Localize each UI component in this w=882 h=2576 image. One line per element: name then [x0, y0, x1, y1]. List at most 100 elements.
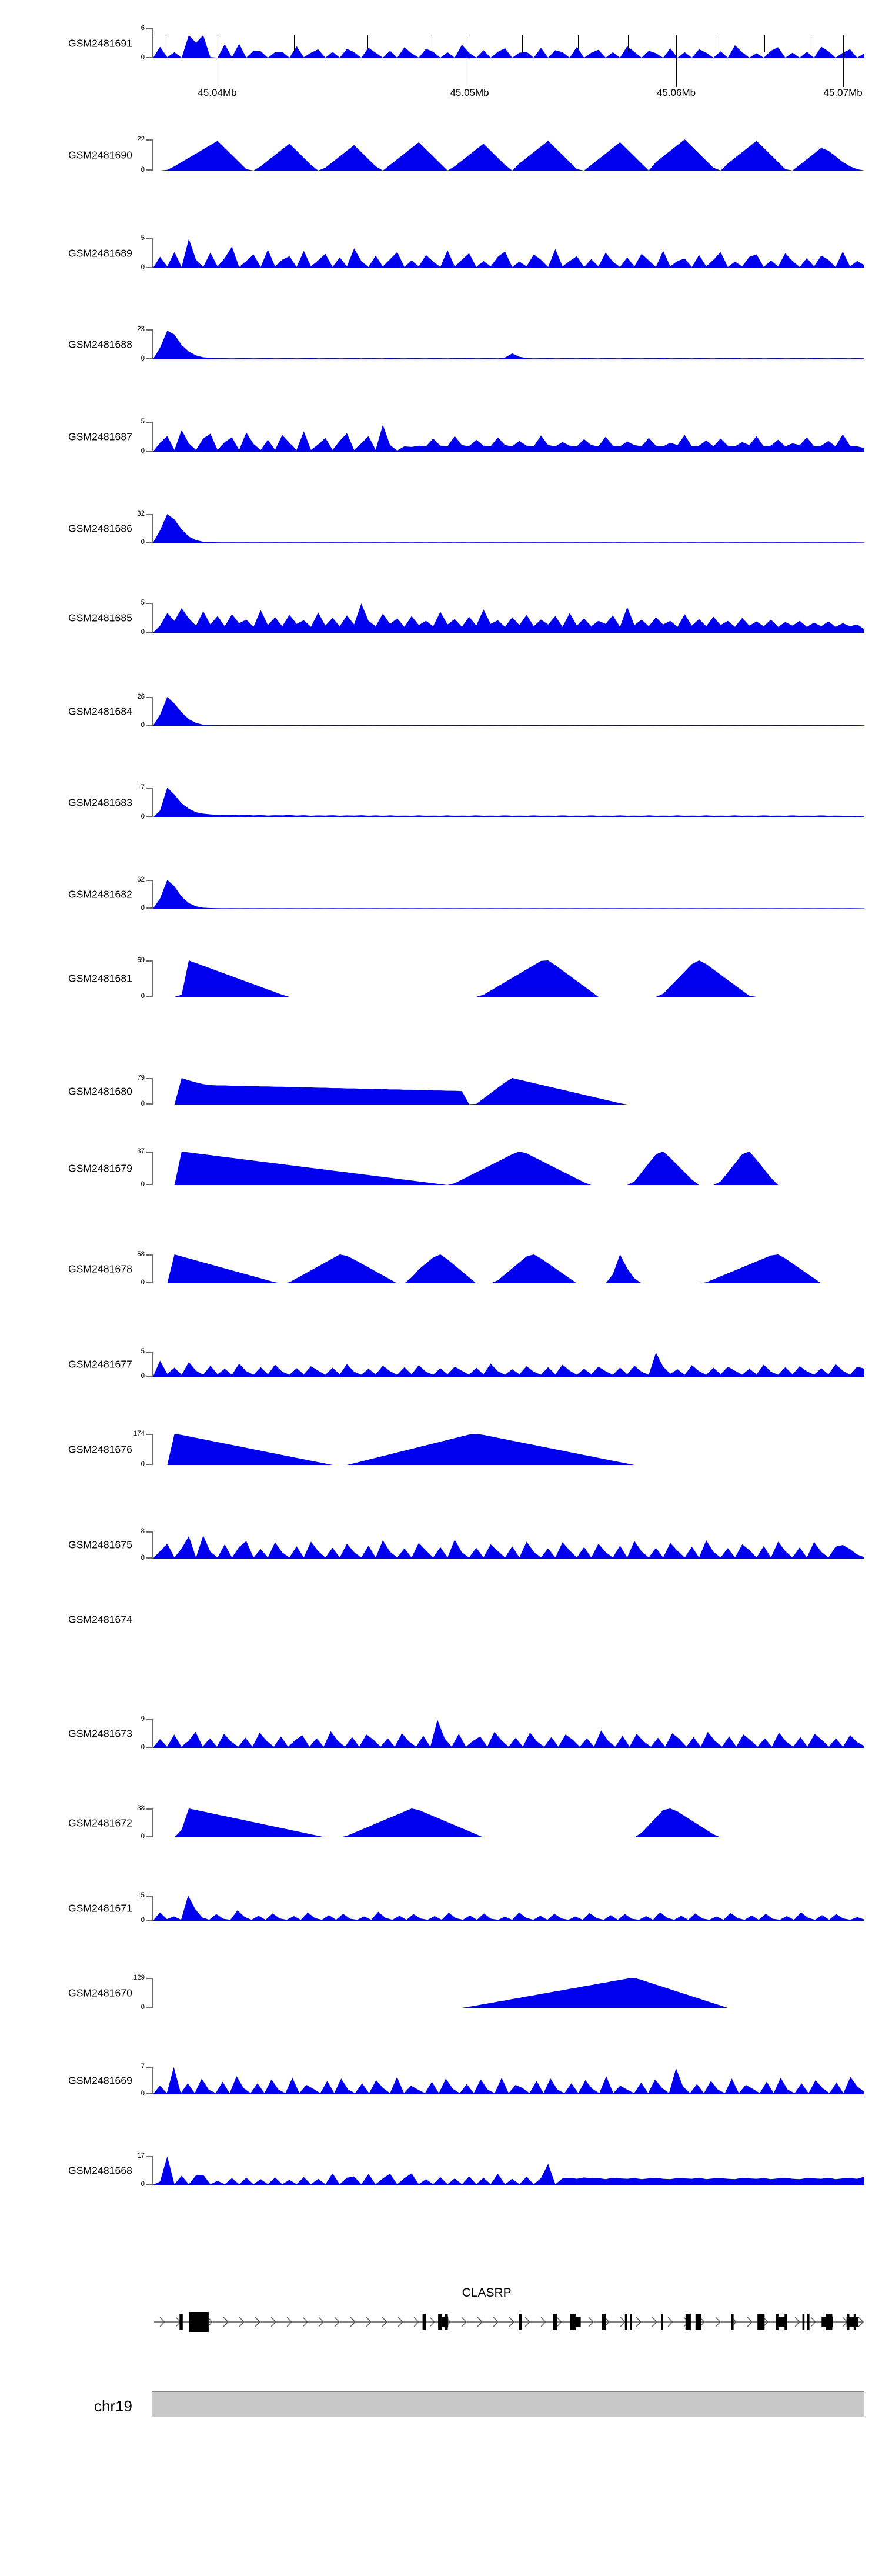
- coverage-track: GSM2481682 62 0: [0, 876, 882, 911]
- axis-tick-label: 45.07Mb: [823, 87, 863, 98]
- y-axis-line: [152, 238, 153, 268]
- y-axis-line: [152, 1434, 153, 1465]
- y-axis-min-label: 0: [141, 1100, 145, 1107]
- track-plot-area: 37 0: [137, 1148, 864, 1187]
- y-axis-max-label: 26: [137, 693, 145, 700]
- y-axis-min-label: 0: [141, 538, 145, 546]
- coverage-wiggle: [153, 1078, 864, 1105]
- axis-tick-label: 45.05Mb: [450, 87, 489, 98]
- coverage-track: GSM2481668 17 0: [0, 2153, 882, 2188]
- y-axis-tick-max: [146, 1352, 153, 1353]
- y-axis-max-label: 17: [137, 2153, 145, 2160]
- y-axis-min-label: 0: [141, 1279, 145, 1286]
- y-axis-line: [152, 603, 153, 633]
- coverage-wiggle: [153, 1535, 864, 1559]
- y-axis-max-label: 6: [141, 25, 145, 32]
- coverage-wiggle: [153, 1434, 864, 1465]
- y-axis-max-label: 7: [141, 2063, 145, 2070]
- y-axis-tick-max: [146, 603, 153, 604]
- y-axis-max-label: 23: [137, 326, 145, 333]
- coverage-wiggle: [153, 1254, 864, 1283]
- axis-minor-tick: [764, 35, 766, 52]
- coverage-wiggle: [153, 1808, 864, 1837]
- y-axis-tick-min: [146, 1920, 153, 1921]
- axis-tick-label: 45.04Mb: [198, 87, 237, 98]
- y-axis-tick-max: [146, 788, 153, 789]
- track-label-gsm2481684: GSM2481684: [68, 705, 132, 717]
- y-axis-line: [152, 880, 153, 909]
- y-axis-tick-min: [146, 358, 153, 359]
- y-axis-line: [152, 2156, 153, 2185]
- axis-minor-tick: [294, 35, 295, 52]
- coverage-track: GSM2481691 6 0: [0, 25, 882, 61]
- coverage-track: GSM2481669 7 0: [0, 2063, 882, 2097]
- y-axis-min-label: 0: [141, 2180, 145, 2188]
- y-axis-tick-max: [146, 1808, 153, 1810]
- chromosome-row: chr19: [0, 2382, 882, 2452]
- track-label-gsm2481689: GSM2481689: [68, 247, 132, 259]
- coverage-track: GSM2481690 22 0: [0, 136, 882, 173]
- axis-major-tick: [676, 35, 677, 87]
- coverage-track: GSM2481672 38 0: [0, 1805, 882, 1840]
- y-axis-line: [152, 1531, 153, 1559]
- track-plot-area: 62 0: [137, 876, 864, 911]
- y-axis-tick-min: [146, 2007, 153, 2008]
- y-axis-tick-max: [146, 2067, 153, 2068]
- track-label-gsm2481672: GSM2481672: [68, 1817, 132, 1828]
- coverage-track: GSM2481687 5 0: [0, 418, 882, 454]
- y-axis-tick-max: [146, 28, 153, 29]
- y-axis-tick-max: [146, 1978, 153, 1979]
- y-axis-tick-min: [146, 996, 153, 997]
- coverage-wiggle: [153, 425, 864, 452]
- y-axis-min-label: 0: [141, 447, 145, 455]
- coverage-track: GSM2481676 174 0: [0, 1430, 882, 1467]
- track-plot-area: 17 0: [137, 784, 864, 820]
- y-axis-line: [152, 1808, 153, 1837]
- y-axis-max-label: 37: [137, 1148, 145, 1155]
- y-axis-tick-max: [146, 960, 153, 962]
- coverage-track: GSM2481685 5 0: [0, 599, 882, 635]
- y-axis-line: [152, 1719, 153, 1748]
- axis-tick-label: 45.06Mb: [656, 87, 696, 98]
- coverage-wiggle: [153, 1720, 864, 1748]
- track-plot-area: 15 0: [137, 1892, 864, 1923]
- y-axis-tick-min: [146, 1282, 153, 1283]
- track-plot-area: 22 0: [137, 136, 864, 173]
- y-axis-min-label: 0: [141, 2090, 145, 2097]
- gene-name-label: CLASRP: [462, 2286, 512, 2300]
- track-label-gsm2481671: GSM2481671: [68, 1902, 132, 1914]
- y-axis-line: [152, 1978, 153, 2008]
- y-axis-max-label: 129: [133, 1974, 145, 1981]
- track-label-gsm2481682: GSM2481682: [68, 888, 132, 900]
- y-axis-max-label: 22: [137, 136, 145, 143]
- coverage-wiggle: [153, 1978, 864, 2008]
- y-axis-line: [152, 422, 153, 452]
- track-label-gsm2481681: GSM2481681: [68, 972, 132, 985]
- coverage-wiggle: [153, 603, 864, 633]
- y-axis-tick-min: [146, 542, 153, 543]
- track-label-gsm2481686: GSM2481686: [68, 522, 132, 534]
- coverage-wiggle: [153, 239, 864, 268]
- coverage-track: GSM2481677 5 0: [0, 1348, 882, 1380]
- y-axis-min-label: 0: [141, 1372, 145, 1380]
- track-label-gsm2481676: GSM2481676: [68, 1443, 132, 1455]
- y-axis-tick-min: [146, 1184, 153, 1185]
- y-axis-tick-min: [146, 1103, 153, 1105]
- y-axis-min-label: 0: [141, 2003, 145, 2011]
- coverage-wiggle: [153, 1352, 864, 1377]
- y-axis-min-label: 0: [141, 355, 145, 362]
- y-axis-line: [152, 697, 153, 726]
- y-axis-tick-min: [146, 2184, 153, 2185]
- axis-minor-tick: [627, 35, 629, 52]
- y-axis-line: [152, 329, 153, 359]
- track-plot-area: 38 0: [137, 1805, 864, 1840]
- y-axis-max-label: 79: [137, 1075, 145, 1082]
- y-axis-min-label: 0: [141, 1554, 145, 1561]
- y-axis-line: [152, 1254, 153, 1283]
- y-axis-tick-min: [146, 1836, 153, 1837]
